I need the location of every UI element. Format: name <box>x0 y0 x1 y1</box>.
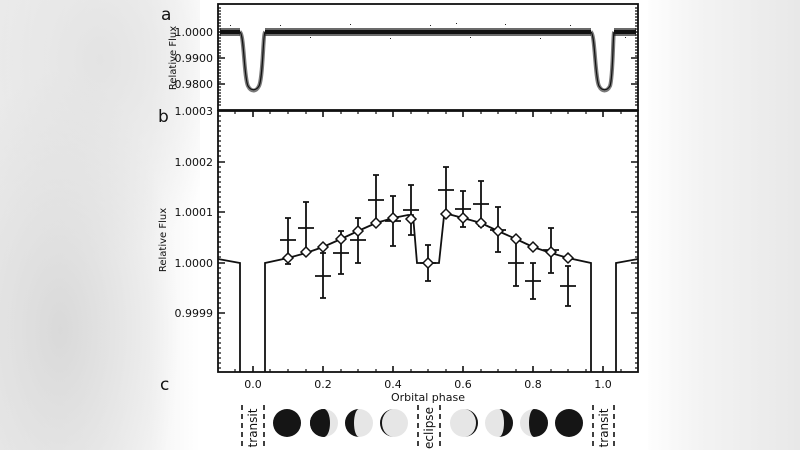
svg-text:transit: transit <box>597 408 611 447</box>
figure-canvas <box>200 0 648 450</box>
panel-a-minor-ticks <box>218 7 638 106</box>
phase-icon-new <box>273 409 301 437</box>
panel-b-xtick: 0.6 <box>454 378 472 391</box>
panel-b-xtick: 0.0 <box>244 378 262 391</box>
panel-b-ticks <box>218 111 638 372</box>
event-transit-left: transit <box>241 405 265 450</box>
phase-icon-last-quarter <box>485 409 513 437</box>
panel-a-lightcurve <box>220 23 636 93</box>
panel-c: transit eclipse transit <box>241 405 615 450</box>
panel-b-ytick: 0.9999 <box>175 307 214 320</box>
panel-a-ytick: 0.9800 <box>175 78 214 91</box>
panel-b-xtick: 0.2 <box>314 378 332 391</box>
phase-icon-first-quarter <box>345 409 373 437</box>
model-diamonds <box>281 207 575 270</box>
panel-a-ylabel: Relative Flux <box>168 26 179 90</box>
panel-b-ytick: 1.0003 <box>175 105 214 118</box>
event-transit-right: transit <box>592 405 615 450</box>
svg-text:transit: transit <box>246 408 260 447</box>
phase-icon-waxing-gibbous <box>380 409 408 437</box>
panel-b: Relative Flux 1.0003 1.0002 1.0001 1.000… <box>158 105 639 404</box>
panel-a-ytick: 1.0000 <box>175 26 214 39</box>
phase-icon-waning-crescent <box>520 409 548 437</box>
phase-icon-waxing-crescent <box>310 409 338 437</box>
panel-a-frame <box>217 3 639 111</box>
panel-label-b: b <box>158 107 169 127</box>
panel-a: Relative Flux 1.0000 0.9900 0.9800 <box>168 3 639 111</box>
panel-b-ytick: 1.0000 <box>175 257 214 270</box>
panel-b-xtick: 0.8 <box>524 378 542 391</box>
panel-b-ytick: 1.0001 <box>175 206 214 219</box>
panel-b-xtick: 0.4 <box>384 378 402 391</box>
panel-label-a: a <box>161 5 171 25</box>
event-eclipse: eclipse <box>417 405 441 450</box>
panel-b-ylabel: Relative Flux <box>158 208 169 272</box>
phase-icon-new <box>555 409 583 437</box>
panel-b-xtick: 1.0 <box>594 378 612 391</box>
panel-a-ytick: 0.9900 <box>175 52 214 65</box>
panel-label-c: c <box>160 375 169 395</box>
svg-text:eclipse: eclipse <box>422 407 436 449</box>
phase-icon-waning-gibbous <box>450 409 478 437</box>
panel-b-ytick: 1.0002 <box>175 156 214 169</box>
x-axis-label: Orbital phase <box>391 391 465 404</box>
